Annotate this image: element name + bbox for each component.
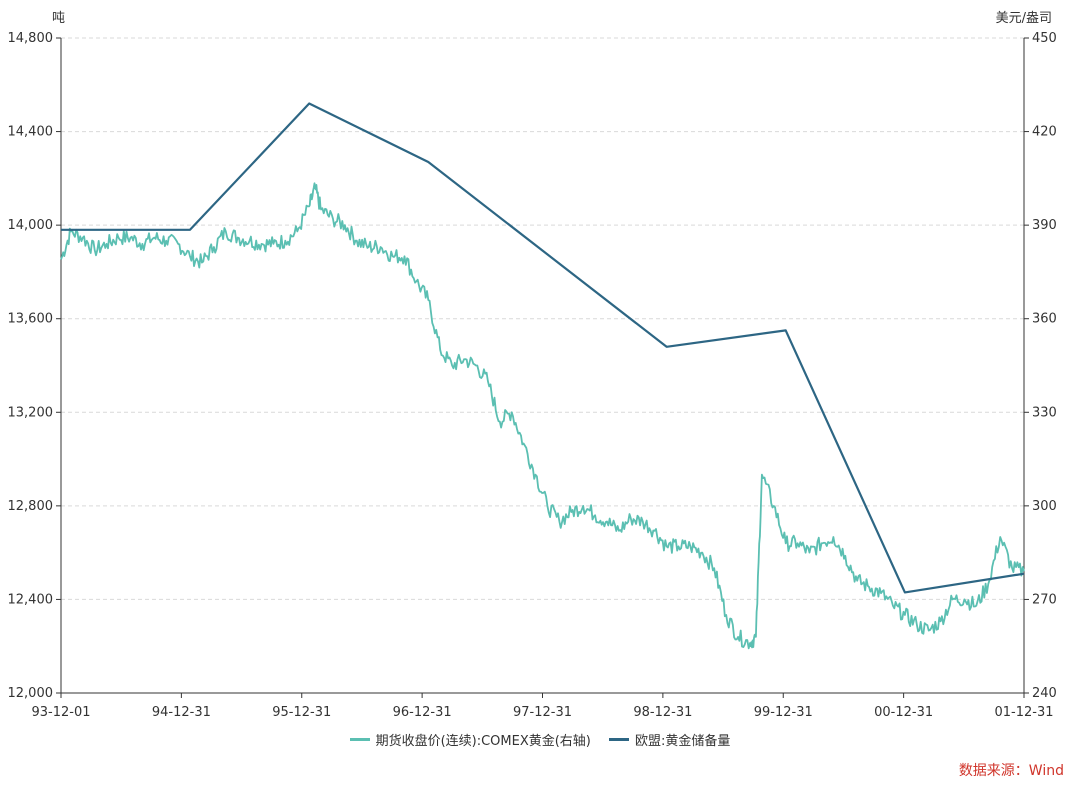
legend-label-gold-reserve: 欧盟:黄金储备量 bbox=[635, 734, 731, 749]
left-tick-label: 12,000 bbox=[8, 686, 54, 701]
left-tick-label: 13,600 bbox=[8, 312, 54, 327]
left-tick-label: 13,200 bbox=[8, 405, 54, 420]
right-tick-label: 420 bbox=[1032, 125, 1057, 140]
legend-swatch-gold-reserve bbox=[609, 738, 630, 741]
left-axis-unit: 吨 bbox=[52, 11, 65, 26]
left-tick-label: 12,400 bbox=[8, 592, 54, 607]
right-tick-label: 360 bbox=[1032, 312, 1057, 327]
right-tick-label: 330 bbox=[1032, 405, 1057, 420]
line-chart: 12,000 12,400 12,800 13,200 13,600 14,000 14,4… bbox=[8, 11, 1057, 720]
gridlines bbox=[61, 37, 1024, 600]
series-line-gold-price bbox=[60, 182, 1025, 650]
left-tick-label: 14,000 bbox=[8, 218, 54, 233]
x-tick-label: 93-12-01 bbox=[31, 705, 90, 720]
data-source: 数据来源：Wind bbox=[958, 763, 1064, 779]
legend-swatch-gold-price bbox=[349, 738, 370, 741]
x-tick-label: 94-12-31 bbox=[152, 705, 211, 720]
right-tick-label: 270 bbox=[1032, 592, 1057, 607]
x-tick-label: 97-12-31 bbox=[513, 705, 572, 720]
x-tick-label: 99-12-31 bbox=[754, 705, 813, 720]
right-tick-label: 450 bbox=[1032, 31, 1057, 46]
x-tick-label: 01-12-31 bbox=[994, 705, 1053, 720]
right-axis-unit: 美元/盎司 bbox=[996, 11, 1052, 26]
x-tick-label: 98-12-31 bbox=[633, 705, 692, 720]
right-tick-label: 240 bbox=[1032, 686, 1057, 701]
left-tick-label: 14,800 bbox=[8, 31, 54, 46]
right-tick-label: 300 bbox=[1032, 499, 1057, 514]
series-line-gold-reserve bbox=[61, 102, 1025, 594]
series-layer bbox=[60, 102, 1025, 650]
x-tick-label: 96-12-31 bbox=[393, 705, 452, 720]
x-tick-label: 00-12-31 bbox=[874, 705, 933, 720]
left-tick-label: 14,400 bbox=[8, 125, 54, 140]
axes: 12,000 12,400 12,800 13,200 13,600 14,000 14,4… bbox=[8, 31, 1057, 720]
left-tick-label: 12,800 bbox=[8, 499, 54, 514]
legend: 期货收盘价(连续):COMEX黄金(右轴) 欧盟:黄金储备量 bbox=[0, 730, 1080, 749]
right-tick-label: 390 bbox=[1032, 218, 1057, 233]
legend-item-gold-reserve[interactable]: 欧盟:黄金储备量 bbox=[609, 730, 730, 749]
legend-item-gold-price[interactable]: 期货收盘价(连续):COMEX黄金(右轴) bbox=[349, 730, 591, 749]
x-tick-label: 95-12-31 bbox=[272, 705, 331, 720]
legend-label-gold-price: 期货收盘价(连续):COMEX黄金(右轴) bbox=[375, 734, 591, 749]
